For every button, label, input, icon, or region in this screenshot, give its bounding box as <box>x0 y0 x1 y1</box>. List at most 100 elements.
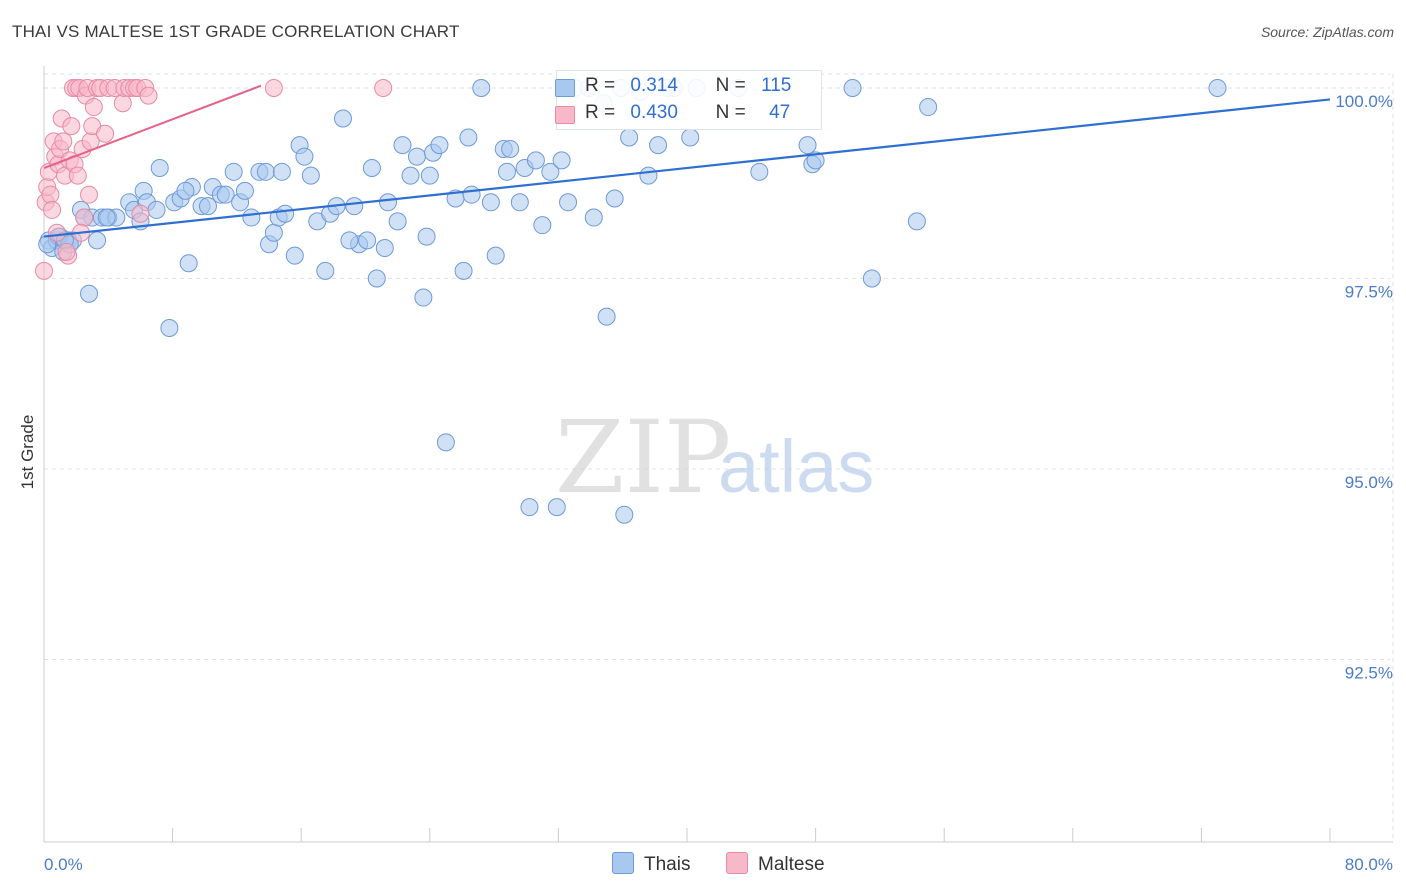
thais-point <box>526 151 545 170</box>
thais-point <box>862 269 881 288</box>
maltese-legend-label: Maltese <box>758 854 825 875</box>
thais-point <box>88 231 107 250</box>
maltese-point <box>84 98 103 117</box>
thais-point <box>176 181 195 200</box>
thais-point <box>407 147 426 166</box>
thais-point <box>605 189 624 208</box>
thais-point <box>80 284 99 303</box>
thais-point <box>345 197 364 216</box>
maltese-point <box>35 261 53 280</box>
chart-title: THAI VS MALTESE 1ST GRADE CORRELATION CH… <box>12 22 460 41</box>
thais-point <box>276 204 295 223</box>
thais-point <box>340 231 359 250</box>
thais-point <box>285 246 304 265</box>
thais-point <box>358 231 377 250</box>
thais-point <box>798 136 817 155</box>
stats-legend: R = 0.314 N = 115 R = 0.430 N = 47 <box>555 70 822 130</box>
thais-n-label: N = <box>715 75 746 96</box>
thais-point <box>615 505 634 524</box>
thais-point <box>198 197 217 216</box>
thais-point <box>147 200 166 219</box>
thais-point <box>806 151 825 170</box>
maltese-n-label: N = <box>715 102 746 123</box>
source-label: Source: ZipAtlas.com <box>1260 24 1394 40</box>
thais-point <box>462 185 481 204</box>
thais-point <box>393 136 412 155</box>
thais-point <box>486 246 505 265</box>
thais-point <box>333 109 352 128</box>
thais-point <box>379 193 398 212</box>
bottom-legend-maltese[interactable]: Maltese <box>726 852 825 876</box>
maltese-point <box>374 79 393 97</box>
maltese-point <box>96 124 115 143</box>
maltese-point <box>131 204 150 223</box>
trendlines <box>43 84 1331 238</box>
thais-point <box>843 79 862 97</box>
y-tick-label: 100.0% <box>1335 92 1393 111</box>
y-tick-label: 92.5% <box>1345 664 1393 683</box>
maltese-legend-swatch <box>726 852 748 874</box>
maltese-point <box>264 79 283 97</box>
y-tick-label: 95.0% <box>1345 473 1393 492</box>
thais-point <box>1208 79 1227 97</box>
thais-point <box>216 185 235 204</box>
thais-point <box>430 136 449 155</box>
thais-point <box>559 193 578 212</box>
thais-swatch <box>555 79 575 97</box>
maltese-point <box>62 117 81 136</box>
thais-point <box>420 166 439 185</box>
thais-point <box>750 162 769 181</box>
maltese-swatch <box>555 106 575 124</box>
y-tick-label: 97.5% <box>1345 283 1393 302</box>
maltese-point <box>57 242 76 261</box>
thais-point <box>547 498 566 517</box>
thais-point <box>649 136 668 155</box>
thais-point <box>541 162 560 181</box>
thais-point <box>375 239 394 258</box>
thais-point <box>367 269 386 288</box>
thais-point <box>150 159 169 178</box>
thais-point <box>362 159 381 178</box>
bottom-legend-thais[interactable]: Thais <box>612 852 690 876</box>
thais-point <box>459 128 478 147</box>
watermark-atlas: atlas <box>718 425 874 508</box>
thais-point <box>224 162 243 181</box>
thais-point <box>454 261 473 280</box>
maltese-point <box>43 200 62 219</box>
thais-point <box>235 181 254 200</box>
thais-point <box>295 147 314 166</box>
thais-point <box>160 319 179 338</box>
maltese-point <box>47 223 66 242</box>
thais-point <box>256 162 275 181</box>
thais-point <box>520 498 539 517</box>
thais-point <box>272 162 291 181</box>
thais-point <box>401 166 420 185</box>
x-tick-label-max: 80.0% <box>1345 855 1393 874</box>
thais-point <box>316 261 335 280</box>
thais-point <box>620 128 639 147</box>
thais-r-value: 0.314 <box>630 75 678 96</box>
thais-trendline <box>43 98 1331 238</box>
maltese-point <box>41 185 60 204</box>
thais-point <box>907 212 926 231</box>
thais-point <box>533 216 552 235</box>
maltese-point <box>139 86 158 105</box>
thais-point <box>301 166 320 185</box>
maltese-point <box>113 94 132 113</box>
thais-point <box>639 166 658 185</box>
thais-point <box>414 288 433 307</box>
thais-point <box>919 98 938 117</box>
thais-point <box>264 223 283 242</box>
legend-row-maltese: R = 0.430 N = 47 <box>555 102 790 124</box>
thais-point <box>597 307 616 326</box>
thais-point <box>681 128 700 147</box>
thais-point <box>97 208 116 227</box>
maltese-r-value: 0.430 <box>630 102 678 123</box>
maltese-point <box>68 166 87 185</box>
x-tick-label-min: 0.0% <box>44 855 83 874</box>
thais-point <box>179 254 198 273</box>
maltese-points <box>35 79 393 280</box>
tick-labels: 100.0% 97.5% 95.0% 92.5% 0.0% 80.0% <box>44 92 1393 874</box>
maltese-point <box>80 185 99 204</box>
